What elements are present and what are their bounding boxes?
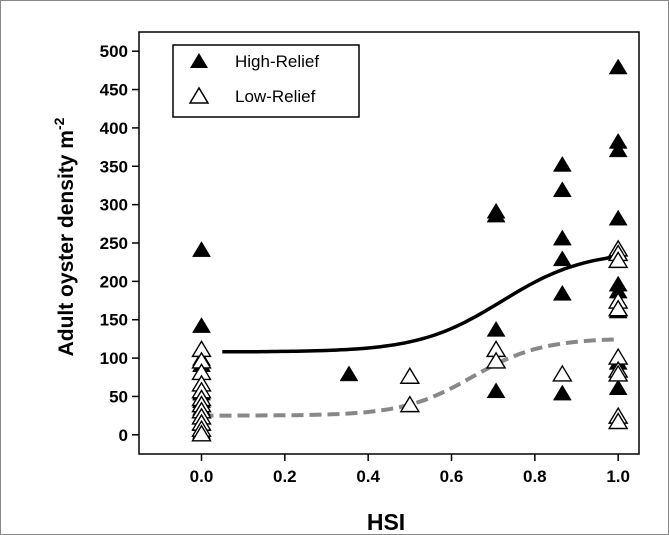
legend-label-high-relief: High-Relief xyxy=(235,52,319,71)
point-low-relief xyxy=(607,412,629,430)
y-tick-label: 400 xyxy=(100,119,128,138)
x-tick-label: 0.0 xyxy=(190,467,214,486)
y-axis-title-main: Adult oyster density m xyxy=(55,130,78,356)
y-tick-label: 500 xyxy=(100,42,128,61)
point-low-relief xyxy=(399,395,421,413)
point-high-relief xyxy=(192,241,211,257)
point-high-relief xyxy=(608,379,628,395)
y-tick-label: 250 xyxy=(100,234,128,253)
point-high-relief xyxy=(486,382,506,399)
fit-lines xyxy=(201,254,619,418)
x-tick-label: 1.0 xyxy=(606,467,630,486)
point-high-relief xyxy=(608,58,628,75)
x-axis-title: HSI xyxy=(367,509,405,534)
x-tick-label: 0.4 xyxy=(356,467,380,486)
x-tick-label: 0.8 xyxy=(523,467,547,486)
y-axis-title: Adult oyster density m-2 xyxy=(51,117,78,356)
legend-marker-low-relief xyxy=(188,86,210,104)
x-tick-label: 0.6 xyxy=(440,467,464,486)
point-low-relief xyxy=(607,299,629,317)
point-high-relief xyxy=(552,250,572,267)
point-high-relief xyxy=(552,155,572,172)
point-low-relief xyxy=(552,364,573,382)
data-points xyxy=(191,58,629,442)
point-high-relief xyxy=(552,384,572,401)
x-tick-label: 0.2 xyxy=(273,467,297,486)
y-tick-label: 100 xyxy=(100,349,128,368)
point-low-relief xyxy=(399,366,421,384)
axes: 0 50 100 150 200 250 300 350 400 450 500 0.0 0.2 0.4 0… xyxy=(100,31,640,486)
y-tick-label: 200 xyxy=(100,272,128,291)
y-axis-title-superscript: -2 xyxy=(51,117,67,130)
point-low-relief xyxy=(607,251,629,269)
point-low-relief xyxy=(607,364,629,382)
point-high-relief xyxy=(192,317,211,333)
point-low-relief xyxy=(191,424,212,442)
y-tick-label: 350 xyxy=(100,157,128,176)
point-high-relief xyxy=(552,181,572,198)
y-tick-label: 50 xyxy=(109,387,128,406)
legend-marker-high-relief xyxy=(190,53,208,68)
point-high-relief xyxy=(608,141,628,158)
y-tick-label: 0 xyxy=(119,426,128,445)
point-high-relief xyxy=(339,365,359,382)
y-tick-label: 450 xyxy=(100,81,128,100)
point-high-relief xyxy=(552,229,572,246)
fit-line-high-relief xyxy=(222,254,619,354)
point-high-relief xyxy=(486,320,506,337)
point-high-relief xyxy=(486,206,506,223)
point-low-relief xyxy=(485,351,507,369)
legend: High-Relief Low-Relief xyxy=(172,44,360,118)
legend-label-low-relief: Low-Relief xyxy=(235,87,316,106)
point-high-relief xyxy=(608,209,628,226)
y-tick-label: 300 xyxy=(100,196,128,215)
point-high-relief xyxy=(552,284,572,301)
legend-box xyxy=(172,44,360,118)
y-tick-label: 150 xyxy=(100,311,128,330)
